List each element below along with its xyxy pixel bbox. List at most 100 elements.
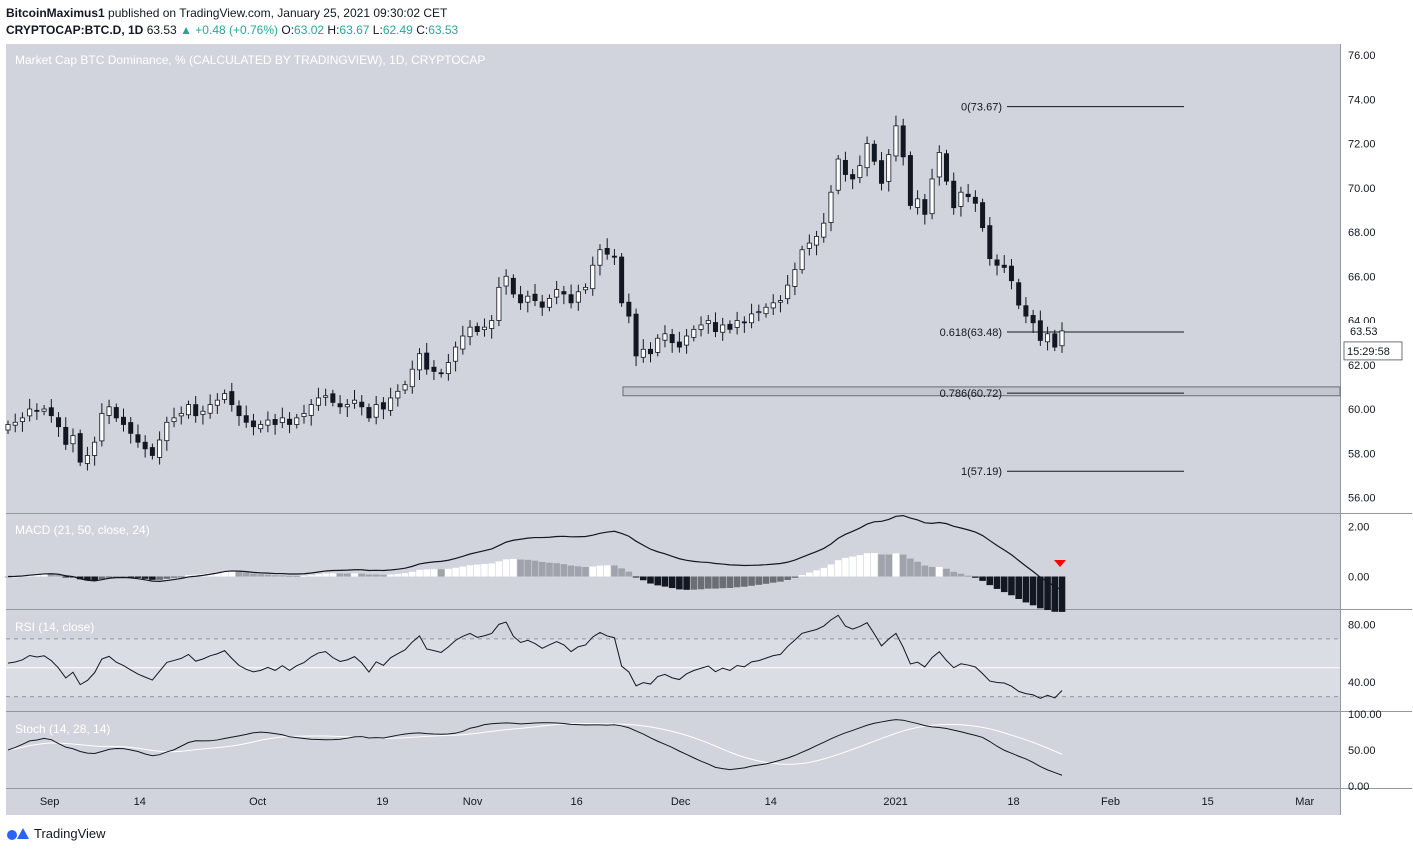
candle-body-7 (56, 417, 62, 428)
stoch-title: Stoch (14, 28, 14) (15, 722, 110, 736)
candle-body-47 (344, 404, 350, 408)
candle-body-66 (481, 326, 487, 331)
open-value: 63.02 (294, 23, 325, 37)
candle-body-128 (929, 178, 935, 215)
macd-hist-bar-24 (177, 576, 185, 578)
macd-hist-bar-54 (394, 573, 402, 577)
candle-body-56 (409, 368, 415, 388)
macd-hist-bar-49 (358, 573, 366, 577)
candle-body-13 (99, 413, 105, 442)
change-value: +0.48 (+0.76%) (195, 23, 279, 37)
macd-hist-bar-10 (76, 576, 84, 580)
candle-body-41 (301, 413, 307, 417)
candle-body-19 (142, 441, 148, 450)
candle-body-145 (1052, 333, 1058, 348)
candle-body-88 (640, 348, 646, 358)
candle-body-46 (337, 403, 343, 408)
macd-hist-bar-61 (445, 568, 452, 577)
candle-body-130 (943, 153, 949, 182)
time-tick-6: Dec (671, 796, 691, 808)
candle-body-69 (503, 275, 509, 287)
candle-body-108 (785, 284, 791, 300)
candle-body-26 (193, 404, 199, 417)
macd-hist-bar-140 (1015, 576, 1022, 600)
candle-body-31 (229, 391, 235, 405)
candle-body-84 (611, 255, 617, 258)
candle-body-55 (402, 384, 408, 391)
candle-body-127 (922, 199, 928, 215)
rsi-title: RSI (14, close) (15, 620, 94, 634)
macd-hist-bar-23 (170, 576, 178, 578)
price-tick-8: 60.00 (1348, 404, 1376, 416)
candle-body-81 (590, 264, 596, 290)
macd-hist-bar-3 (26, 575, 33, 577)
candle-body-123 (893, 125, 899, 157)
candle-body-20 (149, 447, 155, 456)
price-tick-5: 66.00 (1348, 271, 1376, 283)
macd-hist-bar-62 (452, 567, 459, 577)
candle-body-43 (315, 397, 321, 406)
macd-hist-bar-127 (921, 565, 929, 577)
candle-body-53 (388, 397, 394, 411)
macd-hist-bar-68 (495, 561, 503, 577)
candle-body-93 (676, 341, 682, 348)
macd-hist-bar-26 (192, 574, 199, 577)
macd-hist-bar-12 (91, 576, 98, 581)
candle-body-63 (460, 335, 466, 350)
candle-body-78 (568, 294, 574, 304)
macd-hist-bar-5 (40, 574, 48, 577)
candle-body-146 (1059, 330, 1065, 347)
candle-body-11 (84, 455, 90, 464)
macd-hist-bar-133 (964, 575, 972, 577)
last-price: 63.53 (146, 23, 177, 37)
candle-body-10 (77, 433, 83, 463)
ohlc-legend: CRYPTOCAP:BTC.D, 1D 63.53 ▲ +0.48 (+0.76… (6, 23, 458, 37)
macd-hist-bar-20 (149, 576, 156, 580)
macd-hist-bar-72 (524, 559, 532, 577)
price-tick-1: 74.00 (1348, 94, 1376, 106)
candle-body-50 (366, 407, 372, 419)
candle-body-109 (792, 269, 798, 287)
candle-body-8 (63, 426, 69, 445)
time-tick-0: Sep (40, 796, 60, 808)
macd-hist-bar-79 (575, 566, 582, 577)
macd-hist-bar-81 (589, 566, 597, 577)
candle-body-34 (250, 420, 256, 428)
candle-body-28 (207, 404, 213, 414)
candle-body-122 (886, 154, 892, 182)
macd-hist-bar-39 (286, 575, 293, 577)
candle-body-82 (597, 249, 603, 266)
candle-body-111 (806, 242, 812, 249)
macd-hist-bar-21 (156, 576, 163, 580)
macd-hist-bar-89 (647, 576, 654, 584)
macd-hist-bar-97 (704, 576, 712, 589)
stoch-d-line (7, 723, 1063, 765)
macd-hist-bar-51 (372, 574, 380, 577)
macd-hist-bar-123 (892, 553, 900, 577)
candle-body-107 (777, 300, 783, 303)
macd-hist-bar-120 (871, 553, 878, 577)
tradingview-logo[interactable]: TradingView (6, 825, 106, 841)
symbol-label: CRYPTOCAP:BTC.D, 1D (6, 23, 144, 37)
candle-body-112 (814, 236, 820, 246)
macd-hist-bar-6 (48, 574, 55, 577)
candle-body-62 (453, 346, 459, 362)
candle-body-132 (958, 191, 964, 207)
macd-hist-bar-109 (791, 576, 799, 578)
macd-hist-bar-80 (582, 566, 589, 577)
tradingview-brand-text: TradingView (34, 825, 106, 841)
candle-body-0 (5, 424, 11, 431)
price-tick-7: 62.00 (1348, 360, 1376, 372)
candle-body-139 (1008, 265, 1014, 282)
candle-body-4 (34, 409, 40, 412)
macd-hist-bar-119 (863, 553, 871, 577)
author-name[interactable]: BitcoinMaximus1 (6, 6, 105, 20)
macd-title: MACD (21, 50, close, 24) (15, 523, 150, 537)
macd-hist-bar-69 (502, 559, 510, 577)
bearish-cross-marker (1054, 560, 1066, 567)
candle-body-129 (936, 152, 942, 178)
macd-hist-bar-117 (849, 556, 856, 577)
macd-hist-bar-90 (654, 576, 662, 586)
macd-line (7, 514, 1063, 591)
